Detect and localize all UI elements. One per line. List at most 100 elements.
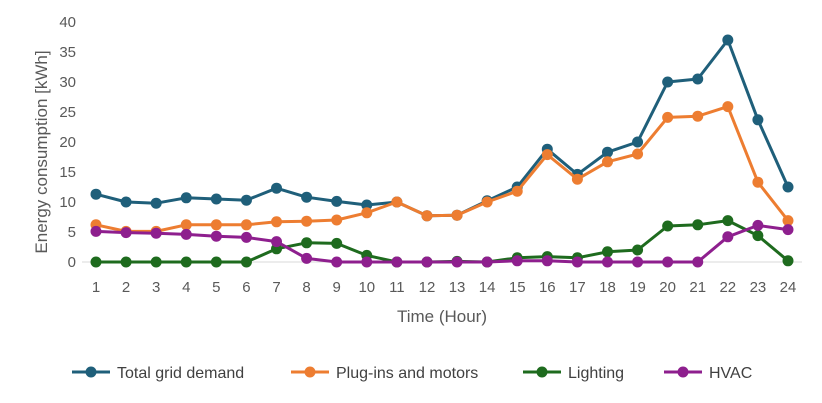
data-point [692,110,704,122]
x-tick-label: 21 [689,279,706,296]
data-point [240,219,252,231]
data-point [601,146,613,158]
data-point [210,193,222,205]
data-point [361,256,373,268]
data-point [662,111,674,123]
y-tick-label: 30 [59,74,76,91]
x-tick-label: 20 [659,279,676,296]
data-point [662,76,674,88]
x-axis-ticks: 1 2 3 4 5 6 7 8 9 10 11 12 13 14 15 16 17 18 19 20 21 22 23 24 [92,279,797,296]
legend-swatch-marker [304,366,316,378]
data-point [601,256,613,268]
x-tick-label: 16 [539,279,556,296]
x-tick-label: 11 [389,279,405,296]
y-tick-label: 20 [59,134,76,151]
data-point [301,215,313,227]
x-tick-label: 6 [242,279,250,296]
data-point [180,192,192,204]
data-point [120,227,132,239]
series-line [94,219,790,264]
data-point [692,256,704,268]
data-point [150,197,162,209]
legend-item: Total grid demand [72,365,244,382]
series-layer [90,34,794,268]
y-axis-title: Energy consumption [kWh] [32,50,51,253]
data-point [541,149,553,161]
x-tick-label: 24 [780,279,797,296]
data-point [331,237,343,249]
x-tick-label: 22 [719,279,736,296]
data-point [481,196,493,208]
data-point [511,185,523,197]
data-point [210,219,222,231]
data-point [240,231,252,243]
data-point [632,148,644,160]
data-point [361,199,373,211]
legend-item: Lighting [523,365,624,382]
x-tick-label: 7 [272,279,280,296]
data-point [722,231,734,243]
data-point [180,219,192,231]
data-point [782,224,794,236]
data-point [601,156,613,168]
data-point [782,181,794,193]
data-point [150,256,162,268]
legend-swatch-marker [536,366,548,378]
legend-label: Total grid demand [117,365,244,382]
data-point [120,256,132,268]
x-tick-label: 8 [302,279,310,296]
data-point [451,256,463,268]
x-tick-label: 14 [479,279,496,296]
x-tick-label: 9 [333,279,341,296]
y-tick-label: 40 [59,14,76,31]
legend-label: Lighting [568,365,624,382]
series-plug-ins-and-motors [90,101,794,237]
data-point [180,256,192,268]
data-point [90,225,102,237]
data-point [271,182,283,194]
legend: Total grid demand Plug-ins and motors Ligh… [72,365,752,382]
series-line [94,223,790,264]
x-axis-title: Time (Hour) [397,307,487,326]
data-point [180,228,192,240]
data-point [210,256,222,268]
data-point [421,256,433,268]
x-tick-label: 12 [419,279,436,296]
legend-item: Plug-ins and motors [291,365,478,382]
data-point [752,114,764,126]
data-point [722,34,734,46]
x-tick-label: 3 [152,279,160,296]
data-point [632,136,644,148]
series-line [94,105,790,233]
data-point [511,255,523,267]
series-line [94,38,790,218]
data-point [391,256,403,268]
legend-swatch-marker [85,366,97,378]
data-point [361,207,373,219]
y-tick-label: 35 [59,44,76,61]
legend-label: HVAC [709,365,752,382]
y-tick-label: 25 [59,104,76,121]
data-point [722,101,734,113]
y-tick-label: 10 [59,194,76,211]
x-tick-label: 15 [509,279,526,296]
x-tick-label: 18 [599,279,616,296]
legend-label: Plug-ins and motors [336,365,478,382]
data-point [601,246,613,258]
data-point [150,227,162,239]
series-lighting [90,215,794,268]
data-point [692,219,704,231]
data-point [632,256,644,268]
data-point [331,256,343,268]
x-tick-label: 10 [358,279,375,296]
y-tick-label: 5 [68,224,76,241]
legend-item: HVAC [664,365,752,382]
data-point [240,256,252,268]
data-point [662,220,674,232]
data-point [481,256,493,268]
data-point [271,236,283,248]
x-tick-label: 2 [122,279,130,296]
series-hvac [90,219,794,268]
data-point [782,255,794,267]
x-tick-label: 1 [92,279,100,296]
